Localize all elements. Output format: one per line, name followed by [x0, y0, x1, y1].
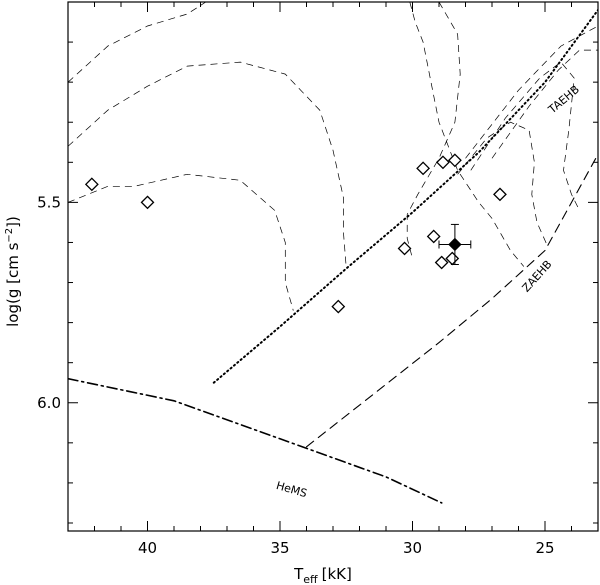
- evolutionary-track: [68, 61, 347, 269]
- y-axis-label-superscript: −2: [4, 228, 15, 243]
- evolutionary-track: [409, 2, 525, 267]
- sample-point: [140, 195, 155, 210]
- evolutionary-track: [491, 49, 598, 159]
- zaehb-label: ZAEHB: [520, 258, 555, 295]
- plot-frame: [67, 1, 599, 532]
- evolutionary-track: [406, 2, 461, 259]
- x-axis-label-symbol: T: [293, 565, 304, 583]
- axis-ticks: 40 35 30 25 5.5 6.0: [37, 1, 599, 557]
- reference-sequences: [68, 9, 598, 504]
- sample-point: [397, 241, 412, 256]
- sample-point: [331, 299, 346, 314]
- zaehb-curve: [305, 153, 598, 448]
- x-axis-label-subscript: eff: [303, 573, 318, 585]
- data-points: [84, 153, 507, 314]
- hems-curve: [68, 377, 443, 504]
- sample-point: [493, 187, 507, 202]
- x-axis-label: Teff [kK]: [293, 565, 352, 585]
- y-axis-label: log(g [cm s−2]): [4, 216, 22, 327]
- taehb-curve: [212, 9, 598, 384]
- x-tick-label: 35: [270, 539, 289, 557]
- evolutionary-track: [457, 121, 549, 247]
- evolutionary-track: [68, 2, 206, 83]
- hems-label: HeMS: [275, 479, 309, 500]
- sample-point: [84, 177, 99, 192]
- y-tick-label: 5.5: [37, 193, 61, 211]
- evolutionary-tracks: [68, 2, 598, 311]
- x-axis-label-unit: [kK]: [322, 565, 352, 583]
- x-tick-label: 30: [403, 539, 422, 557]
- x-tick-label: 25: [535, 539, 554, 557]
- sample-point: [434, 255, 449, 270]
- evolutionary-track: [68, 173, 294, 311]
- evolutionary-track: [470, 61, 580, 211]
- sample-point: [426, 229, 441, 244]
- y-axis-label-main: log(g [cm s: [4, 242, 22, 326]
- x-tick-label: 40: [138, 539, 157, 557]
- sample-point: [436, 155, 450, 170]
- sample-point: [447, 153, 462, 168]
- taehb-label: TAEHB: [545, 83, 582, 117]
- target-point: [448, 237, 462, 252]
- y-axis-label-close: ]): [4, 216, 22, 228]
- y-tick-label: 6.0: [37, 394, 61, 412]
- sample-point: [416, 161, 431, 176]
